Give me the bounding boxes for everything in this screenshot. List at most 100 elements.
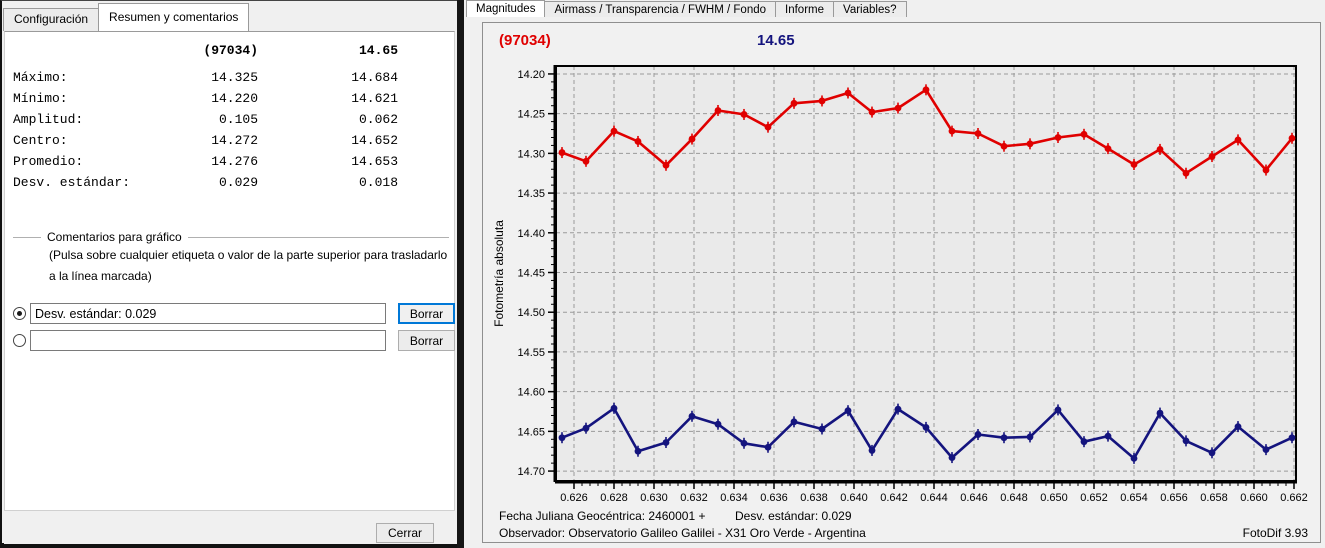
data-point[interactable] bbox=[818, 97, 826, 105]
data-point[interactable] bbox=[1026, 140, 1034, 148]
data-point[interactable] bbox=[1026, 433, 1034, 441]
comparison-header-label[interactable]: 14.65 bbox=[358, 43, 398, 58]
data-point[interactable] bbox=[688, 412, 696, 420]
data-point[interactable] bbox=[764, 123, 772, 131]
chart-target-label[interactable]: (97034) bbox=[499, 32, 551, 49]
data-point[interactable] bbox=[1080, 130, 1088, 138]
data-point[interactable] bbox=[894, 405, 902, 413]
comment2-clear-button[interactable]: Borrar bbox=[398, 330, 455, 351]
tab-magnitudes[interactable]: Magnitudes bbox=[466, 0, 546, 17]
data-point[interactable] bbox=[1234, 423, 1242, 430]
stat-value-comparison[interactable]: 14.684 bbox=[351, 70, 398, 85]
stat-value-target[interactable]: 14.325 bbox=[211, 70, 258, 85]
data-point[interactable] bbox=[974, 431, 982, 438]
close-button[interactable]: Cerrar bbox=[376, 523, 434, 543]
y-tick-label: 14.20 bbox=[517, 69, 545, 81]
data-point[interactable] bbox=[1288, 434, 1296, 442]
tab-resumen-comentarios[interactable]: Resumen y comentarios bbox=[98, 3, 250, 31]
data-point[interactable] bbox=[1182, 437, 1190, 445]
stat-value-target[interactable]: 0.029 bbox=[218, 175, 258, 190]
data-point[interactable] bbox=[844, 89, 852, 97]
series-comparison bbox=[558, 402, 1296, 464]
data-point[interactable] bbox=[1104, 432, 1112, 440]
data-point[interactable] bbox=[1156, 409, 1164, 417]
stat-row-promedio: Promedio: 14.276 14.653 bbox=[13, 151, 401, 172]
chart-comparison-label[interactable]: 14.65 bbox=[757, 32, 795, 49]
stat-value-comparison[interactable]: 14.653 bbox=[351, 154, 398, 169]
data-point[interactable] bbox=[714, 420, 722, 428]
data-point[interactable] bbox=[1130, 454, 1138, 462]
stat-value-comparison[interactable]: 0.018 bbox=[358, 175, 398, 190]
data-point[interactable] bbox=[1104, 145, 1112, 153]
stat-row-maximo: Máximo: 14.325 14.684 bbox=[13, 67, 401, 88]
comment2-input[interactable] bbox=[30, 330, 386, 351]
data-point[interactable] bbox=[1054, 406, 1062, 414]
tab-configuracion[interactable]: Configuración bbox=[3, 8, 100, 31]
data-point[interactable] bbox=[582, 157, 590, 165]
comment1-input[interactable] bbox=[30, 303, 386, 324]
data-point[interactable] bbox=[790, 99, 798, 107]
data-point[interactable] bbox=[974, 130, 982, 137]
data-point[interactable] bbox=[558, 149, 566, 156]
data-point[interactable] bbox=[868, 108, 876, 116]
stat-value-target[interactable]: 14.220 bbox=[211, 91, 258, 106]
target-header-label[interactable]: (97034) bbox=[203, 43, 258, 58]
data-point[interactable] bbox=[868, 447, 876, 454]
data-point[interactable] bbox=[948, 127, 956, 135]
data-point[interactable] bbox=[1080, 438, 1088, 446]
data-point[interactable] bbox=[790, 418, 798, 426]
stat-row-minimo: Mínimo: 14.220 14.621 bbox=[13, 88, 401, 109]
data-point[interactable] bbox=[1262, 166, 1270, 174]
data-point[interactable] bbox=[714, 107, 722, 114]
data-point[interactable] bbox=[922, 86, 930, 94]
data-point[interactable] bbox=[582, 424, 590, 432]
data-point[interactable] bbox=[558, 434, 566, 442]
data-point[interactable] bbox=[634, 447, 642, 455]
stat-value-target[interactable]: 0.105 bbox=[218, 112, 258, 127]
tab-variables[interactable]: Variables? bbox=[833, 1, 907, 17]
stat-label[interactable]: Amplitud: bbox=[13, 112, 84, 127]
stat-value-comparison[interactable]: 14.652 bbox=[351, 133, 398, 148]
data-point[interactable] bbox=[894, 104, 902, 112]
data-point[interactable] bbox=[610, 404, 618, 412]
stat-label[interactable]: Promedio: bbox=[13, 154, 84, 169]
data-point[interactable] bbox=[1262, 446, 1270, 454]
comment2-radio[interactable] bbox=[13, 334, 26, 347]
data-point[interactable] bbox=[634, 138, 642, 145]
data-point[interactable] bbox=[922, 423, 930, 431]
data-point[interactable] bbox=[1208, 153, 1216, 160]
data-point[interactable] bbox=[1000, 142, 1008, 150]
comment1-radio[interactable] bbox=[13, 307, 26, 320]
stat-label[interactable]: Centro: bbox=[13, 133, 68, 148]
plot-area[interactable] bbox=[556, 66, 1296, 481]
data-point[interactable] bbox=[844, 407, 852, 415]
data-point[interactable] bbox=[764, 443, 772, 451]
data-point[interactable] bbox=[662, 161, 670, 169]
tab-informe[interactable]: Informe bbox=[775, 1, 835, 17]
stat-value-comparison[interactable]: 0.062 bbox=[358, 112, 398, 127]
data-point[interactable] bbox=[1130, 161, 1138, 168]
stat-label[interactable]: Desv. estándar: bbox=[13, 175, 131, 190]
stat-value-comparison[interactable]: 14.621 bbox=[351, 91, 398, 106]
data-point[interactable] bbox=[818, 425, 826, 433]
data-point[interactable] bbox=[1208, 449, 1216, 457]
data-point[interactable] bbox=[610, 127, 618, 135]
stat-value-target[interactable]: 14.276 bbox=[211, 154, 258, 169]
data-point[interactable] bbox=[688, 135, 696, 143]
data-point[interactable] bbox=[1182, 169, 1190, 177]
stat-label[interactable]: Mínimo: bbox=[13, 91, 68, 106]
data-point[interactable] bbox=[1156, 145, 1164, 153]
data-point[interactable] bbox=[948, 454, 956, 461]
stat-value-target[interactable]: 14.272 bbox=[211, 133, 258, 148]
data-point[interactable] bbox=[662, 439, 670, 446]
data-point[interactable] bbox=[740, 111, 748, 118]
x-tick-label: 0.630 bbox=[640, 492, 668, 504]
tab-airmass-transparencia-fwhm-fondo[interactable]: Airmass / Transparencia / FWHM / Fondo bbox=[544, 1, 777, 17]
stat-label[interactable]: Máximo: bbox=[13, 70, 68, 85]
data-point[interactable] bbox=[1288, 134, 1296, 142]
comment1-clear-button[interactable]: Borrar bbox=[398, 303, 455, 324]
data-point[interactable] bbox=[1054, 134, 1062, 141]
data-point[interactable] bbox=[1000, 434, 1008, 442]
data-point[interactable] bbox=[740, 439, 748, 447]
data-point[interactable] bbox=[1234, 136, 1242, 144]
